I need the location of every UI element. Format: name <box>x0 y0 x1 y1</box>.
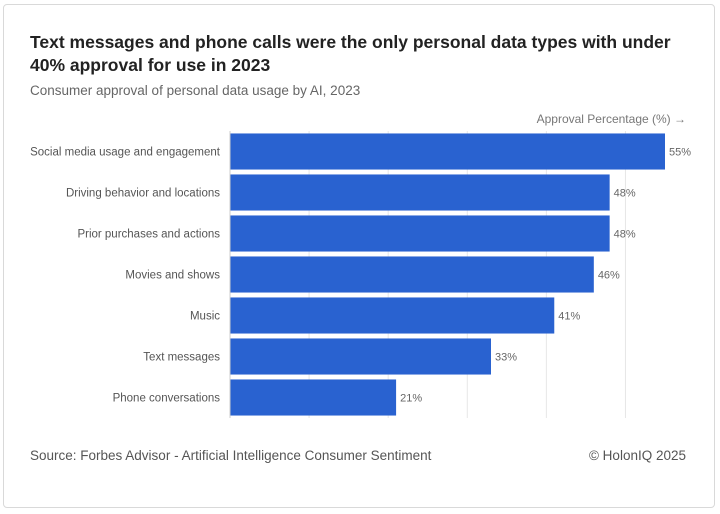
category-label: Social media usage and engagement <box>30 147 221 159</box>
bar <box>230 297 555 334</box>
data-label: 21% <box>400 393 422 405</box>
chart-subtitle: Consumer approval of personal data usage… <box>30 83 361 98</box>
bar <box>230 256 594 293</box>
data-label: 48% <box>614 188 636 200</box>
source-note: Source: Forbes Advisor - Artificial Inte… <box>30 448 432 463</box>
data-label: 48% <box>614 229 636 241</box>
bar <box>230 215 610 252</box>
data-label: 46% <box>598 270 620 282</box>
copyright-credit: © HolonIQ 2025 <box>588 448 686 463</box>
category-label: Movies and shows <box>125 270 220 282</box>
data-label: 33% <box>495 352 517 364</box>
category-label: Music <box>190 311 220 323</box>
bar <box>230 338 491 375</box>
bar <box>230 174 610 211</box>
data-label: 41% <box>558 311 580 323</box>
x-axis-label: Approval Percentage (%) → <box>536 112 686 126</box>
bar <box>230 133 665 170</box>
chart-title: Text messages and phone calls were the o… <box>30 32 671 75</box>
bar <box>230 379 397 416</box>
data-label: 55% <box>669 147 691 159</box>
category-label: Prior purchases and actions <box>77 229 220 241</box>
chart-card: Text messages and phone calls were the o… <box>3 4 715 508</box>
category-label: Driving behavior and locations <box>66 188 220 200</box>
category-label: Phone conversations <box>113 393 221 405</box>
category-label: Text messages <box>143 352 220 364</box>
